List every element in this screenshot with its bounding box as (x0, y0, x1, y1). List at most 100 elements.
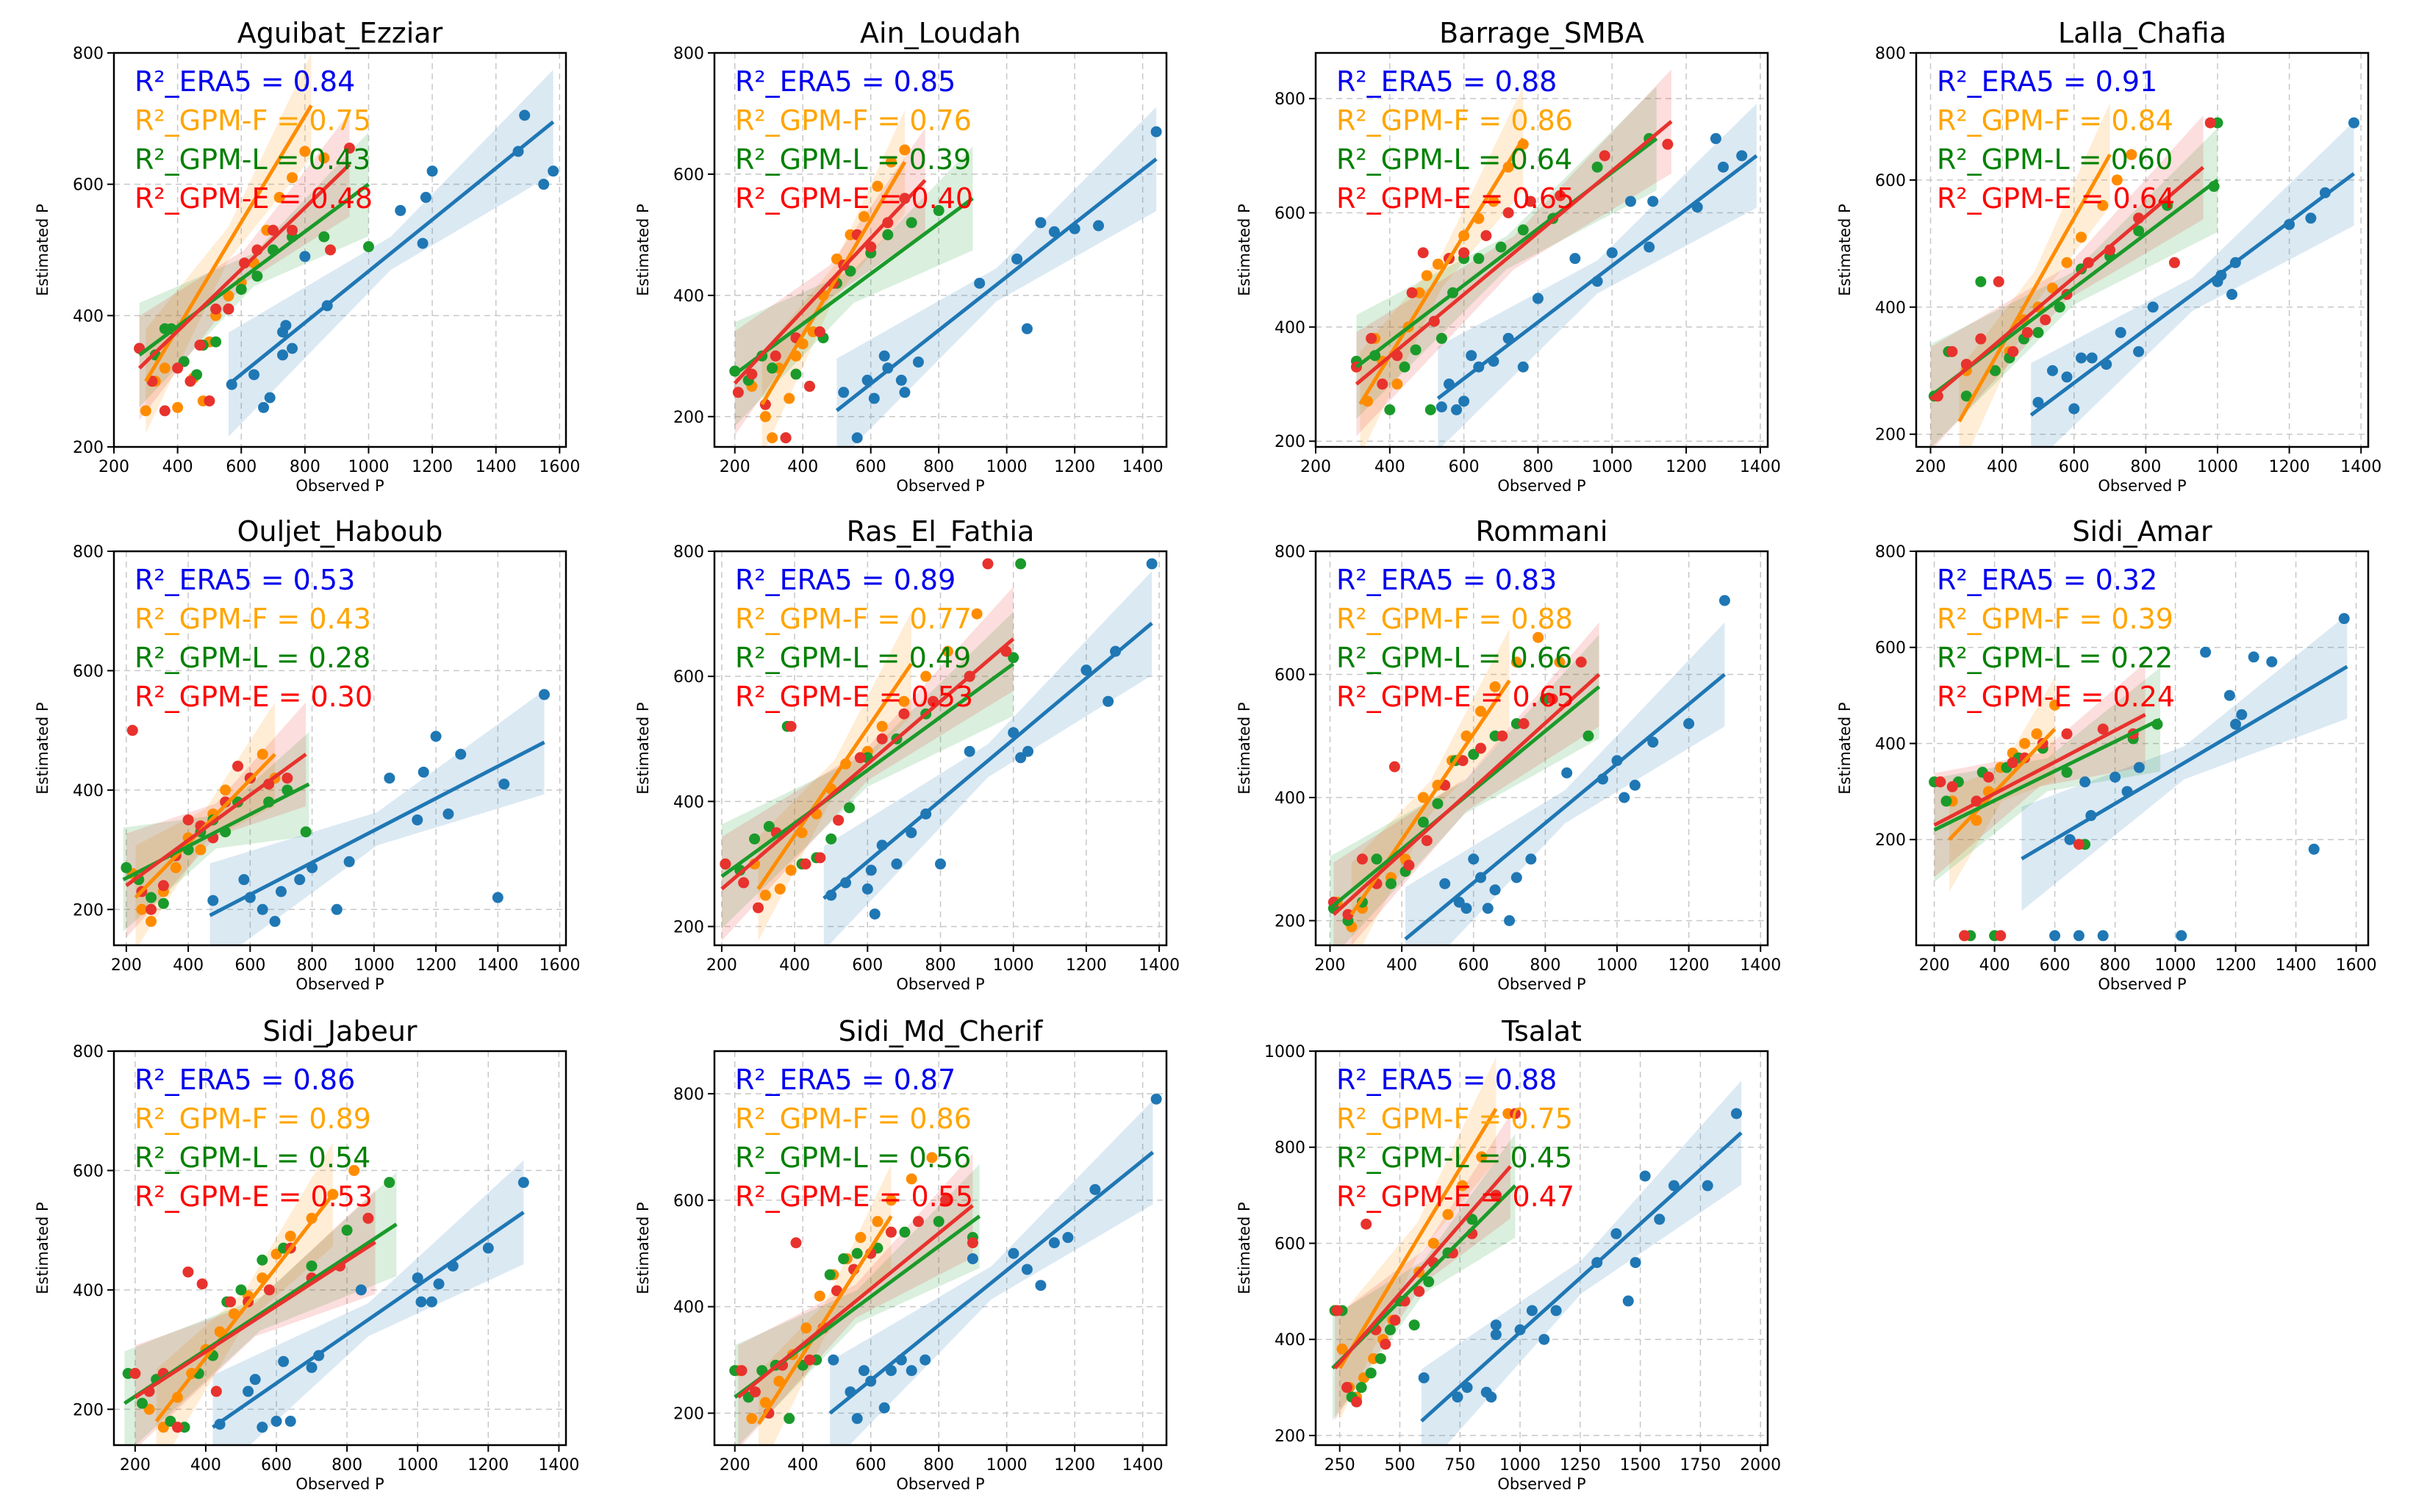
plot-area (1928, 102, 2359, 447)
point-gpm-f (855, 1232, 867, 1244)
point-gpm-f (140, 405, 151, 417)
point-gpm-e (172, 362, 184, 374)
point-gpm-l (1015, 558, 1027, 570)
r2-label-gpm-l: R²_GPM-L = 0.54 (135, 1142, 370, 1174)
point-era5 (2086, 352, 2098, 364)
r2-label-era5: R²_ERA5 = 0.89 (735, 564, 956, 596)
point-gpm-e (780, 432, 792, 444)
x-axis-label: Observed P (2098, 975, 2186, 993)
point-gpm-e (1993, 276, 2004, 287)
point-era5 (865, 864, 877, 876)
point-gpm-l (318, 231, 330, 243)
regression-line-era5 (2029, 172, 2355, 417)
point-gpm-l (899, 1226, 911, 1238)
r2-label-gpm-l: R²_GPM-L = 0.49 (735, 642, 971, 674)
point-gpm-e (157, 880, 169, 892)
regression-line-gpm-f (154, 1193, 334, 1423)
subplot-barrage-smba: 200 400 600 800 1000 1200 1400200400600800Obse… (1236, 17, 1781, 495)
point-gpm-f (942, 645, 953, 657)
point-era5 (287, 343, 298, 354)
point-gpm-l (825, 833, 837, 845)
point-gpm-l (362, 241, 374, 253)
point-era5 (306, 1361, 318, 1373)
point-era5 (538, 179, 550, 190)
x-tick-label: 1400 (476, 458, 517, 476)
point-era5 (1460, 903, 1472, 914)
x-tick-label: 600 (234, 956, 265, 975)
point-era5 (1622, 1295, 1634, 1307)
point-gpm-l (1432, 798, 1444, 809)
point-era5 (1526, 1305, 1538, 1316)
confidence-band-era5 (830, 1100, 1153, 1445)
point-gpm-l (1417, 817, 1429, 828)
point-gpm-f (759, 889, 771, 901)
point-gpm-f (2049, 699, 2061, 711)
point-gpm-f (136, 903, 148, 915)
r2-label-gpm-l: R²_GPM-L = 0.60 (1937, 143, 2173, 176)
point-gpm-f (2126, 148, 2137, 160)
x-axis-label: Observed P (896, 1475, 984, 1493)
point-gpm-f (299, 146, 311, 157)
point-era5 (442, 808, 454, 820)
x-tick-label: 600 (226, 458, 257, 476)
point-era5 (1435, 401, 1447, 413)
y-tick-label: 400 (673, 287, 704, 306)
point-era5 (1525, 853, 1537, 865)
point-gpm-e (362, 1212, 374, 1224)
point-gpm-e (159, 405, 171, 417)
point-era5 (1062, 1232, 1074, 1244)
point-gpm-l (300, 826, 312, 838)
point-era5 (906, 1365, 917, 1377)
point-gpm-e (912, 1216, 924, 1228)
point-gpm-e (1975, 333, 1987, 345)
point-gpm-f (318, 152, 330, 164)
point-era5 (299, 251, 311, 262)
r2-label-gpm-f: R²_GPM-F = 0.39 (1937, 603, 2173, 635)
regression-line-gpm-e (134, 1240, 376, 1400)
r2-label-gpm-l: R²_GPM-L = 0.22 (1937, 642, 2173, 674)
subplot-title: Sidi_Md_Cherif (839, 1015, 1044, 1047)
point-era5 (258, 401, 270, 413)
point-gpm-l (906, 217, 917, 229)
point-era5 (1606, 247, 1618, 259)
point-gpm-f (920, 670, 932, 682)
y-tick-label: 200 (1875, 426, 1906, 445)
point-gpm-l (136, 1397, 148, 1409)
point-era5 (2115, 326, 2126, 338)
x-tick-label: 1250 (1560, 1456, 1601, 1475)
point-era5 (2049, 930, 2061, 942)
y-tick-label: 400 (73, 1282, 104, 1300)
point-gpm-l (882, 229, 894, 240)
point-era5 (548, 165, 559, 177)
subplot-tsalat: 250 500 750 1000 1250 1500 1750 2000 200 400 600 80… (1236, 1015, 1781, 1493)
point-gpm-f (759, 1397, 771, 1408)
point-gpm-f (257, 748, 268, 760)
x-tick-label: 1600 (2336, 956, 2377, 975)
point-era5 (420, 192, 431, 204)
y-tick-label: 200 (1275, 1427, 1305, 1446)
point-gpm-e (833, 814, 845, 826)
point-era5 (539, 689, 551, 701)
x-tick-label: 1200 (1666, 458, 1707, 476)
point-gpm-e (1389, 1314, 1401, 1326)
point-era5 (249, 1374, 261, 1386)
x-tick-label: 1400 (538, 1456, 579, 1475)
subplot-title: Lalla_Chafia (2058, 17, 2226, 49)
subplot-aguibat-ezziar: 200 400 600 800 1000 1200 1400 1600 200 400 600 800… (34, 17, 580, 495)
point-gpm-f (926, 1152, 938, 1164)
r2-label-gpm-f: R²_GPM-F = 0.84 (1937, 104, 2173, 137)
point-era5 (278, 1355, 290, 1367)
point-era5 (2097, 930, 2109, 942)
point-gpm-f (1442, 1208, 1454, 1220)
x-tick-label: 200 (720, 1456, 750, 1475)
point-gpm-e (2204, 117, 2216, 129)
subplot-title: Sidi_Amar (2072, 515, 2212, 548)
r2-label-gpm-f: R²_GPM-F = 0.88 (1336, 603, 1573, 635)
point-era5 (1647, 737, 1659, 748)
point-gpm-e (1496, 730, 1508, 742)
point-era5 (412, 1272, 423, 1284)
point-gpm-f (1457, 1180, 1469, 1192)
point-gpm-f (287, 172, 298, 184)
x-tick-label: 1600 (539, 458, 580, 476)
